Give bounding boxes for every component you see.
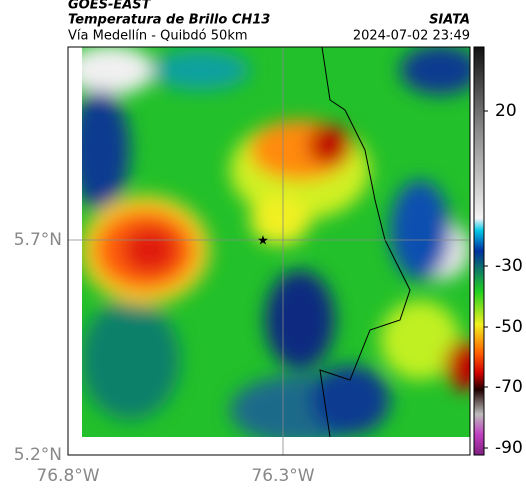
colorbar-tick-label: -90 xyxy=(495,438,523,458)
colorbar-tick-label: -30 xyxy=(495,256,523,276)
datetime: 2024-07-02 23:49 xyxy=(353,29,470,44)
region: Vía Medellín - Quibdó 50km xyxy=(68,29,248,44)
y-tick-label: 5.7°N xyxy=(14,230,62,250)
colorbar xyxy=(473,46,485,456)
location-marker: ★ xyxy=(257,234,269,249)
x-tick-label: 76.3°W xyxy=(251,466,314,486)
x-tick-label: 76.8°W xyxy=(36,466,99,486)
colorbar-tick-label: 20 xyxy=(495,101,517,121)
border xyxy=(319,47,411,437)
frame xyxy=(67,46,471,456)
title: GOES-EAST xyxy=(68,0,152,13)
colorbar-tick-label: -50 xyxy=(495,317,523,337)
colorbar-tick-label: -70 xyxy=(495,377,523,397)
y-tick-label: 5.2°N xyxy=(14,445,62,465)
subtitle: Temperatura de Brillo CH13 xyxy=(68,13,270,28)
org: SIATA xyxy=(429,13,470,28)
satellite-image xyxy=(82,47,470,437)
